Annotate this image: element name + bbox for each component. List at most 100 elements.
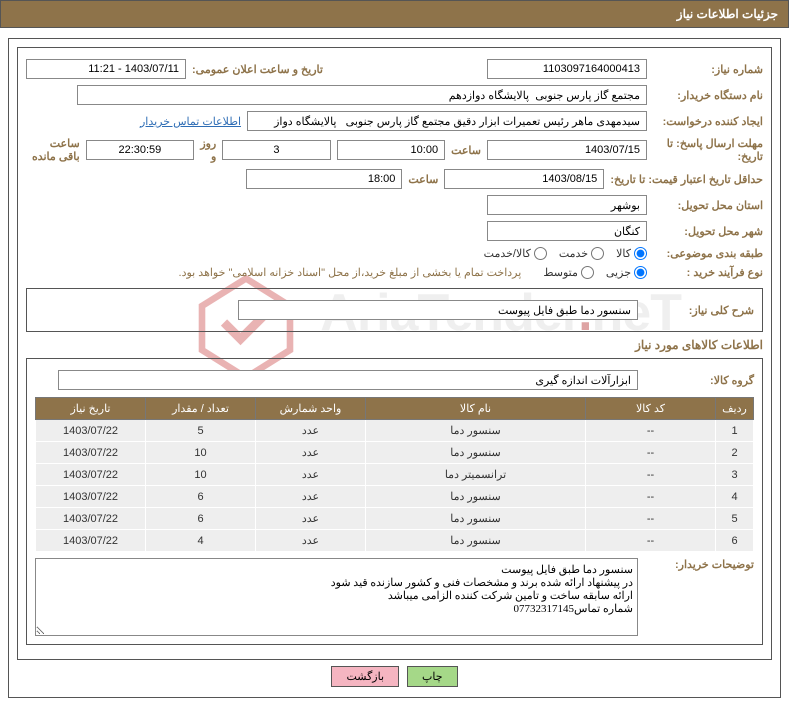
table-cell: عدد bbox=[256, 442, 366, 464]
announce-field[interactable] bbox=[26, 59, 186, 79]
table-cell: 5 bbox=[716, 508, 754, 530]
reply-time-field[interactable] bbox=[337, 140, 445, 160]
province-label: استان محل تحویل: bbox=[653, 199, 763, 212]
page-title: جزئیات اطلاعات نیاز bbox=[677, 7, 778, 21]
table-cell: عدد bbox=[256, 508, 366, 530]
cat-service-input[interactable] bbox=[591, 247, 604, 260]
form-panel: AriaTender.neT شماره نیاز: تاریخ و ساعت … bbox=[17, 47, 772, 660]
buy-process-label: نوع فرآیند خرید : bbox=[653, 266, 763, 279]
cat-goods-input[interactable] bbox=[634, 247, 647, 260]
proc-partial-label: جزیی bbox=[606, 266, 631, 279]
days-and-label: روز و bbox=[200, 137, 216, 163]
table-row: 6--سنسور دماعدد41403/07/22 bbox=[36, 530, 754, 552]
table-cell: سنسور دما bbox=[366, 530, 586, 552]
table-cell: سنسور دما bbox=[366, 486, 586, 508]
cat-service-label: خدمت bbox=[559, 247, 588, 260]
desc-field[interactable] bbox=[238, 300, 638, 320]
table-cell: 1403/07/22 bbox=[36, 464, 146, 486]
proc-medium-input[interactable] bbox=[581, 266, 594, 279]
cat-goods-radio[interactable]: کالا bbox=[616, 247, 647, 260]
countdown-field[interactable] bbox=[86, 140, 194, 160]
price-time-field[interactable] bbox=[246, 169, 402, 189]
proc-medium-radio[interactable]: متوسط bbox=[543, 266, 594, 279]
table-cell: -- bbox=[586, 464, 716, 486]
table-cell: سنسور دما bbox=[366, 508, 586, 530]
contact-link[interactable]: اطلاعات تماس خریدار bbox=[140, 115, 241, 128]
table-cell: 1 bbox=[716, 420, 754, 442]
proc-partial-input[interactable] bbox=[634, 266, 647, 279]
table-row: 1--سنسور دماعدد51403/07/22 bbox=[36, 420, 754, 442]
proc-partial-radio[interactable]: جزیی bbox=[606, 266, 647, 279]
price-time-label: ساعت bbox=[408, 173, 438, 186]
table-cell: 1403/07/22 bbox=[36, 420, 146, 442]
table-cell: 1403/07/22 bbox=[36, 508, 146, 530]
table-cell: 6 bbox=[716, 530, 754, 552]
buyer-notes-label: توضیحات خریدار: bbox=[644, 558, 754, 571]
buyer-org-field[interactable] bbox=[77, 85, 647, 105]
table-cell: عدد bbox=[256, 486, 366, 508]
table-cell: 10 bbox=[146, 442, 256, 464]
announce-label: تاریخ و ساعت اعلان عمومی: bbox=[192, 63, 323, 76]
button-row: چاپ بازگشت bbox=[17, 660, 772, 689]
table-row: 2--سنسور دماعدد101403/07/22 bbox=[36, 442, 754, 464]
table-cell: 6 bbox=[146, 508, 256, 530]
city-label: شهر محل تحویل: bbox=[653, 225, 763, 238]
table-cell: -- bbox=[586, 486, 716, 508]
days-field[interactable] bbox=[222, 140, 330, 160]
table-cell: -- bbox=[586, 442, 716, 464]
remaining-label: ساعت باقی مانده bbox=[26, 137, 80, 163]
table-cell: عدد bbox=[256, 530, 366, 552]
payment-note: پرداخت تمام یا بخشی از مبلغ خرید،از محل … bbox=[179, 266, 522, 279]
table-cell: ترانسمیتر دما bbox=[366, 464, 586, 486]
table-cell: 4 bbox=[716, 486, 754, 508]
buyer-notes-textarea[interactable] bbox=[35, 558, 638, 636]
cat-service-radio[interactable]: خدمت bbox=[559, 247, 604, 260]
city-field[interactable] bbox=[487, 221, 647, 241]
cat-goods-label: کالا bbox=[616, 247, 631, 260]
price-valid-label: حداقل تاریخ اعتبار قیمت: تا تاریخ: bbox=[610, 173, 763, 186]
table-cell: -- bbox=[586, 508, 716, 530]
table-cell: عدد bbox=[256, 420, 366, 442]
reply-deadline-label: مهلت ارسال پاسخ: تا تاریخ: bbox=[653, 137, 763, 163]
table-cell: 4 bbox=[146, 530, 256, 552]
table-cell: 10 bbox=[146, 464, 256, 486]
province-field[interactable] bbox=[487, 195, 647, 215]
reply-date-field[interactable] bbox=[487, 140, 647, 160]
table-cell: 1403/07/22 bbox=[36, 442, 146, 464]
goods-group-field[interactable] bbox=[58, 370, 638, 390]
table-row: 4--سنسور دماعدد61403/07/22 bbox=[36, 486, 754, 508]
table-header: کد کالا bbox=[586, 398, 716, 420]
table-cell: سنسور دما bbox=[366, 442, 586, 464]
description-section: شرح کلی نیاز: bbox=[26, 288, 763, 332]
table-cell: 3 bbox=[716, 464, 754, 486]
cat-both-radio[interactable]: کالا/خدمت bbox=[484, 247, 547, 260]
back-button[interactable]: بازگشت bbox=[331, 666, 399, 687]
table-row: 5--سنسور دماعدد61403/07/22 bbox=[36, 508, 754, 530]
goods-group-label: گروه کالا: bbox=[644, 374, 754, 387]
requester-label: ایجاد کننده درخواست: bbox=[653, 115, 763, 128]
table-row: 3--ترانسمیتر دماعدد101403/07/22 bbox=[36, 464, 754, 486]
requester-field[interactable] bbox=[247, 111, 647, 131]
desc-label: شرح کلی نیاز: bbox=[644, 304, 754, 317]
table-cell: -- bbox=[586, 530, 716, 552]
cat-both-input[interactable] bbox=[534, 247, 547, 260]
goods-section: گروه کالا: ردیفکد کالانام کالاواحد شمارش… bbox=[26, 358, 763, 645]
table-cell: عدد bbox=[256, 464, 366, 486]
table-cell: 1403/07/22 bbox=[36, 486, 146, 508]
category-label: طبقه بندی موضوعی: bbox=[653, 247, 763, 260]
print-button[interactable]: چاپ bbox=[407, 666, 458, 687]
table-cell: 2 bbox=[716, 442, 754, 464]
page-header: جزئیات اطلاعات نیاز bbox=[0, 0, 789, 28]
table-header: نام کالا bbox=[366, 398, 586, 420]
buyer-org-label: نام دستگاه خریدار: bbox=[653, 89, 763, 102]
table-header: واحد شمارش bbox=[256, 398, 366, 420]
number-field[interactable] bbox=[487, 59, 647, 79]
main-container: AriaTender.neT شماره نیاز: تاریخ و ساعت … bbox=[8, 38, 781, 698]
table-header: تعداد / مقدار bbox=[146, 398, 256, 420]
table-header: ردیف bbox=[716, 398, 754, 420]
table-cell: 1403/07/22 bbox=[36, 530, 146, 552]
table-cell: 6 bbox=[146, 486, 256, 508]
price-date-field[interactable] bbox=[444, 169, 604, 189]
table-header: تاریخ نیاز bbox=[36, 398, 146, 420]
goods-info-title: اطلاعات کالاهای مورد نیاز bbox=[26, 338, 763, 352]
